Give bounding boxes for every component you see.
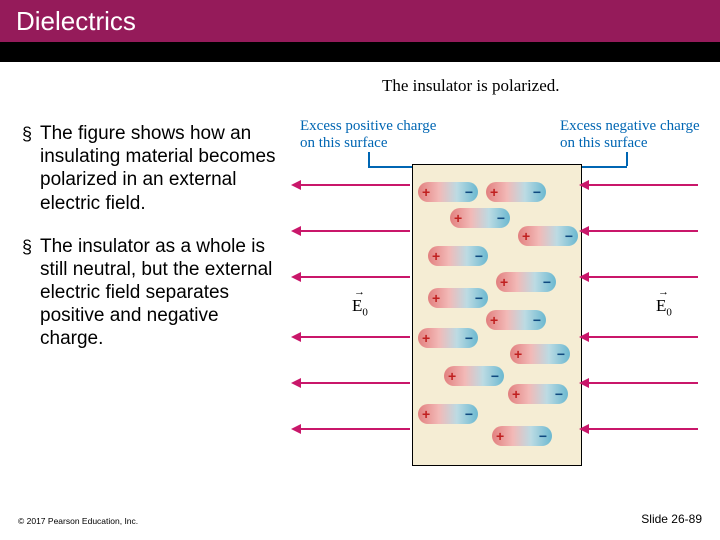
slide-content: § The figure shows how an insulating mat… (0, 62, 720, 506)
annotation-pointer-left (368, 166, 416, 168)
field-vector-label-left: E0 (352, 296, 368, 318)
field-arrow (300, 184, 410, 186)
dipole: +− (444, 366, 504, 386)
annotation-left-text: Excess positive charge on this surface (300, 118, 436, 151)
field-arrow (300, 428, 410, 430)
dipole: +− (428, 246, 488, 266)
field-vector-label-right: E0 (656, 296, 672, 318)
title-bar: Dielectrics (0, 0, 720, 62)
dipole: +− (418, 404, 478, 424)
annotation-left: Excess positive charge on this surface (300, 118, 436, 152)
dipole: +− (486, 310, 546, 330)
title-stripe: Dielectrics (0, 0, 720, 42)
annotation-pointer-left (368, 152, 370, 166)
dipole: +− (486, 182, 546, 202)
field-subscript: 0 (666, 306, 672, 318)
annotation-right-text: Excess negative charge on this surface (560, 118, 700, 151)
field-subscript: 0 (362, 306, 368, 318)
dipole: +− (496, 272, 556, 292)
dipole: +− (508, 384, 568, 404)
slide-number: Slide 26-89 (641, 512, 702, 526)
field-arrow (588, 382, 698, 384)
bullet-marker-icon: § (22, 122, 40, 215)
bullet-text: The insulator as a whole is still neutra… (40, 235, 282, 351)
dipole: +− (510, 344, 570, 364)
field-arrow (300, 276, 410, 278)
field-arrow (588, 336, 698, 338)
field-arrow (300, 230, 410, 232)
dipole: +− (518, 226, 578, 246)
dipole: +− (450, 208, 510, 228)
field-arrow (588, 276, 698, 278)
bullet-item: § The figure shows how an insulating mat… (22, 122, 282, 215)
slide-title: Dielectrics (16, 6, 136, 37)
field-arrow (300, 336, 410, 338)
field-arrow (588, 230, 698, 232)
field-symbol: E (352, 296, 362, 315)
dipole: +− (418, 328, 478, 348)
annotation-pointer-right (626, 152, 628, 166)
field-arrow (588, 428, 698, 430)
annotation-pointer-right (580, 166, 627, 168)
bullet-marker-icon: § (22, 235, 40, 351)
field-arrow (588, 184, 698, 186)
bullet-item: § The insulator as a whole is still neut… (22, 235, 282, 351)
field-symbol: E (656, 296, 666, 315)
bullet-list: § The figure shows how an insulating mat… (22, 122, 282, 371)
dipole: +− (492, 426, 552, 446)
dipole: +− (428, 288, 488, 308)
annotation-right: Excess negative charge on this surface (560, 118, 700, 152)
dielectric-figure: The insulator is polarized. Excess posit… (296, 76, 704, 490)
dipole: +− (418, 182, 478, 202)
figure-caption: The insulator is polarized. (382, 76, 560, 96)
copyright-footer: © 2017 Pearson Education, Inc. (18, 516, 138, 526)
bullet-text: The figure shows how an insulating mater… (40, 122, 282, 215)
field-arrow (300, 382, 410, 384)
